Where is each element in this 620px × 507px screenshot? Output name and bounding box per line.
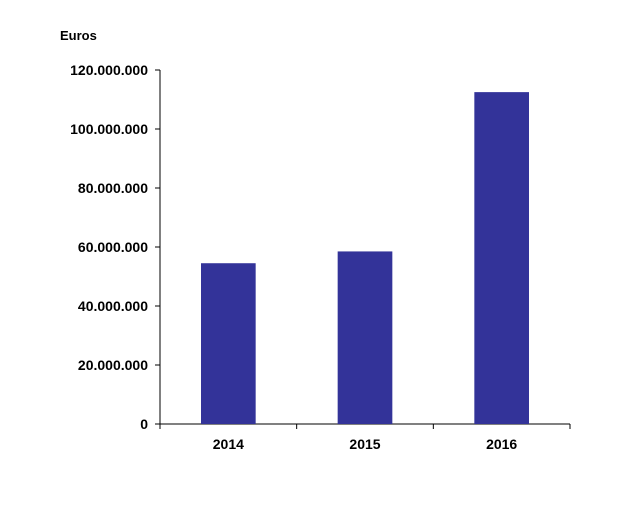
x-tick-label: 2015	[349, 436, 380, 452]
unit-label: Euros	[60, 28, 97, 43]
y-axis: 0 20.000.000 40.000.000 60.000.000 80.000.00…	[70, 62, 161, 432]
y-tick-label: 80.000.000	[78, 180, 148, 196]
y-tick-label: 120.000.000	[70, 62, 148, 78]
bar-2015	[337, 251, 393, 424]
x-tick-label: 2014	[213, 436, 244, 452]
y-tick-label: 20.000.000	[78, 357, 148, 373]
x-tick-label: 2016	[486, 436, 517, 452]
bars	[201, 92, 529, 424]
y-tick-label: 60.000.000	[78, 239, 148, 255]
y-tick-label: 100.000.000	[70, 121, 148, 137]
y-tick-label: 0	[140, 416, 148, 432]
x-axis: 2014 2015 2016	[159, 423, 571, 452]
bar-2016	[474, 92, 529, 424]
bar-2014	[201, 263, 256, 424]
y-tick-label: 40.000.000	[78, 298, 148, 314]
